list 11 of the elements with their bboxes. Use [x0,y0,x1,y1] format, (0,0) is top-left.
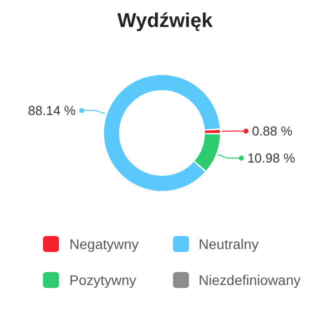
legend-label: Neutralny [198,236,259,252]
legend-label: Negatywny [69,236,139,252]
data-label: 10.98 % [247,150,296,166]
donut-slice [204,130,220,133]
donut-slice [194,134,220,171]
data-label: 88.14 % [28,103,76,118]
legend-label: Pozytywny [69,272,136,288]
legend-label: Niezdefiniowany [198,272,301,288]
chart-title: Wydźwięk [116,9,214,33]
data-label: 0.88 % [252,124,293,139]
donut-slice [104,75,220,191]
